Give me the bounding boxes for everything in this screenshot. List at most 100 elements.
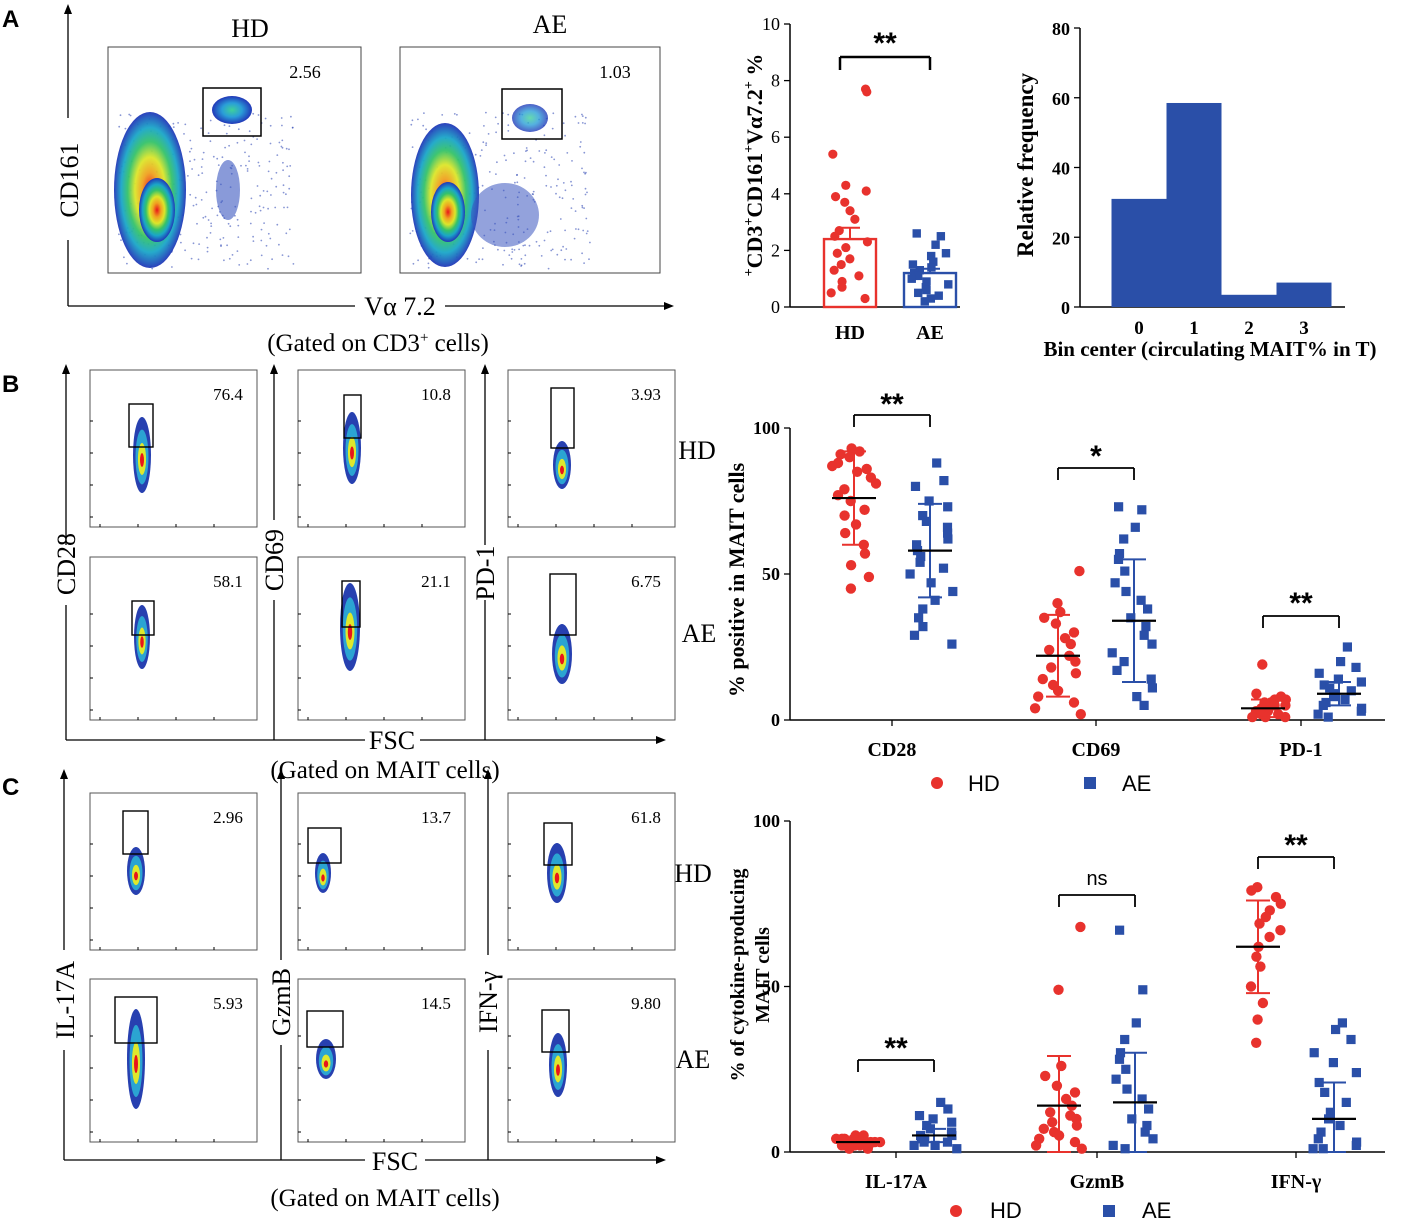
gate-box <box>122 810 149 855</box>
flow-plot-frame <box>297 556 466 721</box>
gate-value: 21.1 <box>421 572 451 591</box>
data-point <box>1132 692 1142 702</box>
legend-hd-label: HD <box>968 771 1000 796</box>
data-point <box>912 540 922 550</box>
gate-value: 3.93 <box>631 385 661 404</box>
gate-value: 2.96 <box>213 808 243 827</box>
flow-plot-frame <box>89 978 258 1143</box>
data-point <box>1351 1068 1361 1078</box>
legend-hd-label: HD <box>990 1198 1022 1223</box>
data-point <box>909 630 920 640</box>
data-point <box>1138 985 1148 995</box>
data-point <box>1122 1084 1132 1094</box>
bar-ytick-label: 10 <box>762 14 780 34</box>
flow-plot-a-ae: 1.03 <box>399 46 661 274</box>
data-point <box>1113 554 1124 564</box>
data-point <box>1038 1123 1050 1135</box>
data-point <box>1257 659 1268 670</box>
contour-core <box>140 636 144 648</box>
data-point <box>1053 984 1064 995</box>
hist-ytick-label: 80 <box>1052 19 1070 39</box>
flow-plot: 13.7 <box>297 792 466 951</box>
hist-ylabel: Relative frequency <box>1013 72 1038 257</box>
data-point <box>861 463 872 475</box>
gate-box <box>541 1009 570 1053</box>
hist-ytick-label: 60 <box>1052 89 1070 109</box>
data-point <box>908 260 918 269</box>
data-point <box>1275 898 1287 909</box>
flow-b-row-hd: HD <box>678 436 716 465</box>
data-point <box>1130 522 1140 532</box>
flow-plot: 21.1 <box>297 556 466 721</box>
hist-bar <box>1276 282 1332 307</box>
data-point <box>1110 578 1120 588</box>
data-point <box>1065 638 1077 650</box>
data-point <box>1255 961 1266 972</box>
data-point <box>926 251 936 261</box>
data-point <box>1252 1014 1263 1025</box>
flow-b-ylabel-0: CD28 <box>52 533 81 595</box>
flow-b-xlabel: FSC <box>369 726 415 755</box>
bar-xtick-label: HD <box>835 322 865 344</box>
data-point <box>1047 1117 1058 1128</box>
data-point <box>909 1140 919 1150</box>
data-point <box>907 274 916 283</box>
data-point <box>1126 613 1136 623</box>
data-point <box>1356 677 1366 687</box>
data-point <box>1056 1060 1067 1072</box>
data-point <box>936 232 946 241</box>
data-point <box>1076 1143 1088 1154</box>
data-point <box>931 240 940 249</box>
data-point <box>934 291 943 300</box>
data-point <box>1108 1140 1118 1150</box>
data-point <box>1308 1144 1318 1154</box>
panel-c-scatter: % of cytokine-producing MAIT cells HD AE… <box>727 811 1385 1223</box>
data-point <box>921 516 931 526</box>
gate-value: 9.80 <box>631 994 661 1013</box>
contour-core <box>350 446 354 460</box>
data-point <box>1314 1077 1324 1088</box>
data-point <box>939 476 949 486</box>
significance-label: ** <box>873 27 897 60</box>
data-point <box>944 280 953 289</box>
data-point <box>1131 1018 1141 1028</box>
panel-a-bar-ylabel: +CD3+CD161+Vα7.2+ % <box>742 54 767 277</box>
hist-bar <box>1111 198 1167 307</box>
data-point <box>1137 1094 1147 1104</box>
data-point <box>1119 534 1129 544</box>
data-point <box>1121 1064 1131 1074</box>
gate-box <box>131 600 155 636</box>
xtick-label: PD-1 <box>1279 739 1322 761</box>
data-point <box>1050 618 1062 629</box>
data-point <box>1120 1034 1130 1045</box>
data-point <box>844 452 855 463</box>
data-point <box>1140 1127 1150 1137</box>
data-point <box>1313 709 1323 719</box>
data-point <box>918 511 928 521</box>
gate-box <box>549 573 577 636</box>
flow-plot: 2.96 <box>89 792 258 951</box>
contour-core <box>323 1060 329 1068</box>
data-point <box>1029 703 1041 714</box>
data-point <box>1340 695 1350 705</box>
contour-core <box>554 872 560 884</box>
flow-b-gated: (Gated on MAIT cells) <box>270 757 499 784</box>
legend-ae-label: AE <box>1122 771 1151 796</box>
data-point <box>918 604 928 614</box>
data-point <box>841 242 851 253</box>
data-point <box>1325 683 1335 693</box>
contour-core <box>134 871 138 881</box>
data-point <box>1141 622 1151 632</box>
significance-label: ** <box>880 388 904 421</box>
significance-label: ** <box>1289 587 1313 620</box>
flow-plot: 58.1 <box>89 556 258 721</box>
gate-box <box>306 1010 344 1048</box>
hist-xtick-label: 3 <box>1299 318 1309 339</box>
data-point <box>1337 1018 1347 1028</box>
flow-c-ylabel-0: IL-17A <box>51 961 80 1039</box>
data-point <box>862 87 872 97</box>
legend-ae-marker <box>1103 1205 1115 1217</box>
data-point <box>1144 1104 1154 1114</box>
ytick-label: 0 <box>771 710 780 730</box>
flow-plot: 76.4 <box>89 369 258 528</box>
